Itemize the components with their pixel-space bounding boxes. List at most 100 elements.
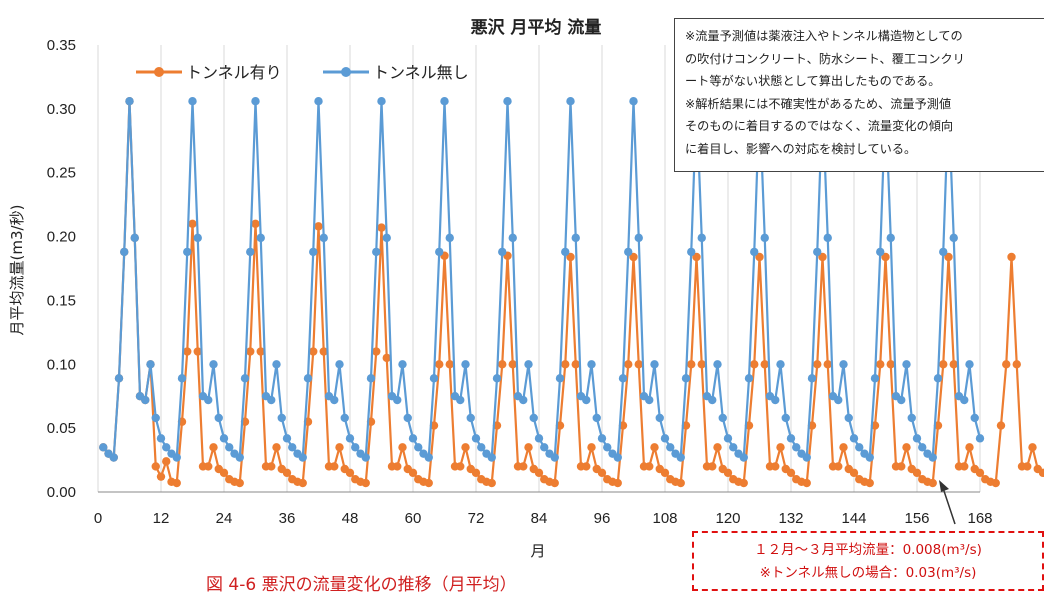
chart-title: 悪沢 月平均 流量: [471, 17, 602, 38]
data-point: [555, 374, 565, 383]
note-line-2: の吹付けコンクリート、防水シート、覆工コンクリ: [685, 51, 965, 66]
data-point: [366, 374, 376, 383]
data-point: [319, 347, 328, 356]
data-point: [235, 453, 244, 462]
data-point: [314, 96, 323, 106]
data-point: [382, 353, 391, 363]
data-point: [744, 374, 754, 383]
legend-marker-with-tunnel: [154, 67, 164, 77]
x-tick-label: 144: [841, 510, 866, 527]
data-point: [303, 374, 313, 383]
x-axis-title: 月: [530, 542, 545, 560]
legend: トンネル有り トンネル無し: [136, 63, 469, 82]
data-point: [960, 462, 969, 471]
series-without-tunnel: [99, 96, 985, 462]
data-point: [204, 395, 213, 405]
data-point: [813, 247, 822, 257]
data-point: [99, 443, 108, 452]
data-point: [193, 233, 202, 243]
data-point: [708, 395, 717, 405]
callout-arrow: [939, 480, 956, 525]
data-point: [750, 360, 759, 369]
data-point: [834, 462, 843, 471]
data-point: [839, 360, 848, 369]
data-point: [618, 374, 628, 383]
data-point: [807, 374, 817, 383]
data-point: [918, 443, 927, 452]
x-tick-label: 0: [94, 510, 102, 527]
data-point: [912, 468, 922, 478]
data-point: [949, 360, 958, 369]
data-point: [928, 478, 937, 488]
data-point: [524, 443, 533, 452]
data-point: [288, 443, 297, 452]
data-point: [597, 434, 607, 443]
data-point: [561, 360, 570, 369]
data-point: [508, 233, 517, 243]
data-point: [193, 347, 202, 356]
data-point: [991, 478, 1000, 488]
data-point: [492, 374, 502, 383]
series-with-tunnel: [99, 96, 1044, 488]
data-point: [256, 347, 265, 356]
data-point: [865, 453, 874, 462]
data-point: [723, 434, 733, 443]
data-point: [1002, 360, 1011, 369]
data-point: [335, 443, 344, 452]
data-point: [225, 443, 234, 452]
data-point: [697, 233, 706, 243]
data-point: [771, 462, 780, 471]
data-point: [508, 360, 517, 369]
data-point: [760, 360, 769, 369]
data-point: [109, 453, 118, 462]
data-point: [823, 360, 832, 369]
data-point: [393, 462, 402, 471]
data-point: [408, 434, 418, 443]
data-point: [240, 374, 250, 383]
data-point: [907, 413, 916, 423]
data-point: [246, 347, 255, 356]
data-point: [330, 462, 339, 471]
data-point: [802, 453, 811, 462]
note-line-3: ート等がない状態として算出したものである。: [685, 74, 941, 88]
data-point: [771, 395, 780, 405]
data-point: [975, 468, 985, 478]
data-point: [561, 247, 570, 257]
x-tick-label: 84: [531, 510, 548, 527]
data-point: [760, 233, 769, 243]
data-point: [629, 96, 638, 106]
data-point: [267, 462, 276, 471]
data-point: [849, 434, 859, 443]
data-point: [597, 468, 607, 478]
data-point: [676, 453, 685, 462]
data-point: [897, 462, 906, 471]
data-point: [781, 413, 790, 423]
data-point: [456, 395, 465, 405]
data-point: [839, 443, 848, 452]
data-point: [886, 360, 895, 369]
x-tick-label: 48: [342, 510, 359, 527]
data-point: [435, 360, 444, 369]
data-point: [125, 96, 134, 106]
data-point: [114, 374, 124, 383]
data-point: [272, 443, 281, 452]
data-point: [897, 395, 906, 405]
data-point: [965, 360, 974, 369]
y-tick-label: 0.00: [47, 484, 76, 501]
x-tick-label: 36: [279, 510, 296, 527]
data-point: [435, 247, 444, 257]
data-point: [120, 247, 129, 257]
data-point: [970, 413, 979, 423]
data-point: [823, 233, 832, 243]
y-tick-label: 0.20: [47, 229, 76, 246]
x-tick-label: 168: [967, 510, 992, 527]
data-point: [550, 478, 559, 488]
data-point: [414, 443, 423, 452]
data-point: [372, 347, 381, 356]
data-point: [1012, 360, 1021, 369]
x-tick-label: 72: [468, 510, 485, 527]
data-point: [629, 252, 638, 262]
data-point: [151, 413, 160, 423]
series-group: [99, 96, 1044, 488]
data-point: [1007, 252, 1016, 262]
